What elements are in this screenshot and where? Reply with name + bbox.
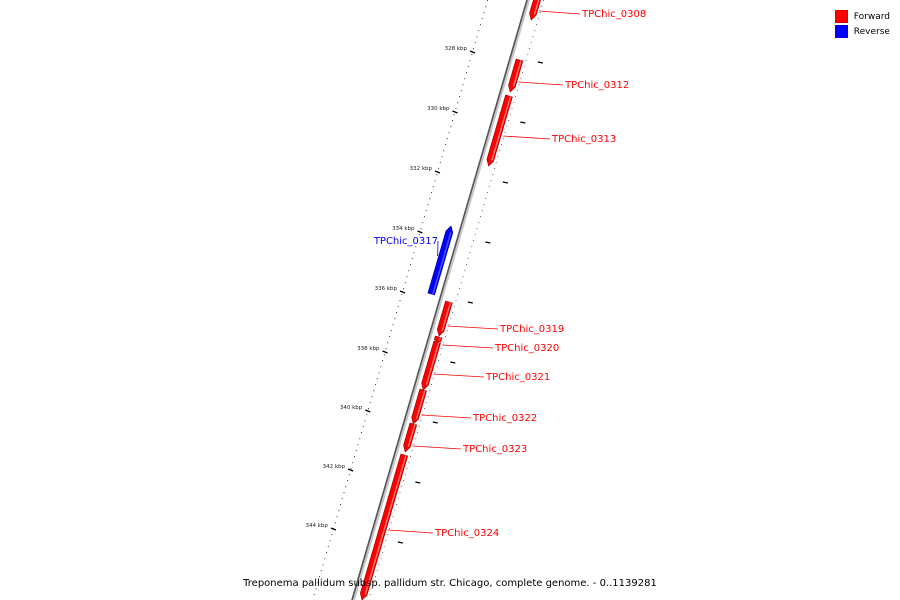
gene-label: TPChic_0320 [494, 343, 559, 354]
gene-tpchic-0313[interactable]: TPChic_0313 [486, 94, 616, 167]
genome-backbone [351, 0, 530, 600]
reverse-swatch-icon [834, 25, 848, 38]
legend-item-forward: Forward [834, 9, 890, 24]
ruler-label: 334 kbp [392, 226, 415, 232]
ruler-label: 330 kbp [427, 106, 450, 112]
gene-tpchic-0320[interactable]: TPChic_0320 [433, 335, 559, 354]
ruler-label: 332 kbp [410, 166, 433, 172]
gene-label: TPChic_0317 [373, 236, 438, 247]
gene-body[interactable] [433, 335, 443, 343]
ruler-label: 340 kbp [340, 405, 363, 411]
gene-tpchic-0317[interactable]: TPChic_0317 [373, 225, 454, 296]
gene-tpchic-0312[interactable]: TPChic_0312 [508, 58, 630, 93]
gene-label: TPChic_0319 [499, 324, 564, 335]
gene-label: TPChic_0324 [434, 528, 499, 539]
ruler-label: 336 kbp [375, 286, 398, 292]
gene-label: TPChic_0322 [472, 413, 537, 424]
legend: Forward Reverse [834, 9, 890, 39]
ruler-label: 338 kbp [357, 346, 380, 352]
gene-label: TPChic_0323 [462, 444, 527, 455]
ruler-label: 344 kbp [305, 523, 328, 529]
genome-caption: Treponema pallidum subsp. pallidum str. … [243, 578, 657, 589]
gene-label: TPChic_0321 [485, 372, 550, 383]
gene-label: TPChic_0308 [581, 9, 646, 20]
gene-body[interactable] [403, 422, 418, 453]
gene-body[interactable] [427, 225, 454, 296]
gene-label: TPChic_0313 [551, 134, 616, 145]
ruler-label: 328 kbp [445, 46, 468, 52]
genes: TPChic_0308 TPChic_0312 TPChic_0313 TPChic_… [359, 0, 647, 600]
ruler: 328 kbp 330 kbp 332 kbp 334 kbp 336 kbp 338 k… [305, 0, 544, 596]
legend-label-forward: Forward [853, 11, 890, 22]
gene-tpchic-0324[interactable]: TPChic_0324 [359, 453, 499, 600]
gene-label: TPChic_0312 [564, 80, 629, 91]
legend-label-reverse: Reverse [853, 26, 890, 37]
gene-tpchic-0321[interactable]: TPChic_0321 [421, 340, 551, 391]
legend-item-reverse: Reverse [834, 24, 890, 39]
forward-swatch-icon [834, 10, 848, 23]
gene-tpchic-0308[interactable]: TPChic_0308 [529, 0, 647, 21]
gene-tpchic-0319[interactable]: TPChic_0319 [436, 300, 564, 337]
ruler-label: 342 kbp [323, 464, 346, 470]
gene-tpchic-0323[interactable]: TPChic_0323 [403, 422, 528, 455]
gene-tpchic-0322[interactable]: TPChic_0322 [411, 388, 537, 425]
